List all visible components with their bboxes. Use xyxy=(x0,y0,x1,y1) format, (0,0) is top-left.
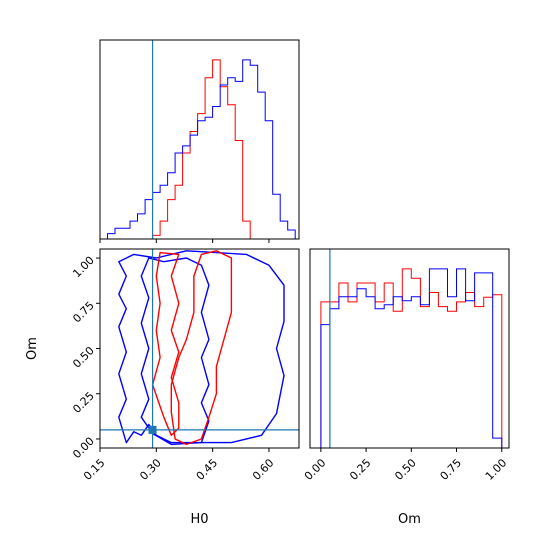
om-hist-xtick-label-3: 0.75 xyxy=(438,456,465,483)
om-hist-xtick-label-0: 0.00 xyxy=(302,456,329,483)
h0-hist-series-1 xyxy=(100,59,296,240)
contour-ytick-label-3: 0.75 xyxy=(70,299,97,326)
contour-ytick-label-0: 0.00 xyxy=(70,435,97,462)
x-axis-label-om: Om xyxy=(398,512,421,527)
om-hist-xtick-label-2: 0.50 xyxy=(392,456,419,483)
contour-truth-marker xyxy=(148,425,157,434)
h0-hist-frame xyxy=(99,39,300,240)
om-hist-xtick-label-1: 0.25 xyxy=(347,456,374,483)
om-hist-series-0 xyxy=(311,268,503,449)
contour-xtick-label-0: 0.15 xyxy=(81,456,108,483)
h0-hist-series-0 xyxy=(100,59,296,240)
om-histogram-panel: 0.00 0.25 0.50 0.75 1.00 Om xyxy=(302,248,510,527)
contour-frame xyxy=(99,248,300,449)
om-hist-series-1 xyxy=(311,268,503,449)
h0-om-contour-panel: 0.15 0.30 0.45 0.60 0.00 0.25 0.50 0.75 1.00 H0 Om xyxy=(25,248,300,527)
contour-2 xyxy=(170,250,233,446)
contour-1 xyxy=(140,257,210,446)
contour-3 xyxy=(151,251,180,436)
h0-histogram-panel xyxy=(99,39,300,243)
om-hist-frame xyxy=(309,248,510,449)
contour-ytick-label-1: 0.25 xyxy=(70,389,97,416)
x-axis-label-h0: H0 xyxy=(190,512,208,527)
contour-xtick-label-1: 0.30 xyxy=(137,456,164,483)
contour-ytick-label-2: 0.50 xyxy=(70,344,97,371)
contour-xtick-label-2: 0.45 xyxy=(194,456,221,483)
y-axis-label-om: Om xyxy=(25,337,40,360)
contour-0 xyxy=(118,250,285,444)
om-hist-xtick-label-4: 1.00 xyxy=(483,456,510,483)
contour-ytick-label-4: 1.00 xyxy=(70,254,97,281)
contour-xtick-label-3: 0.60 xyxy=(250,456,277,483)
